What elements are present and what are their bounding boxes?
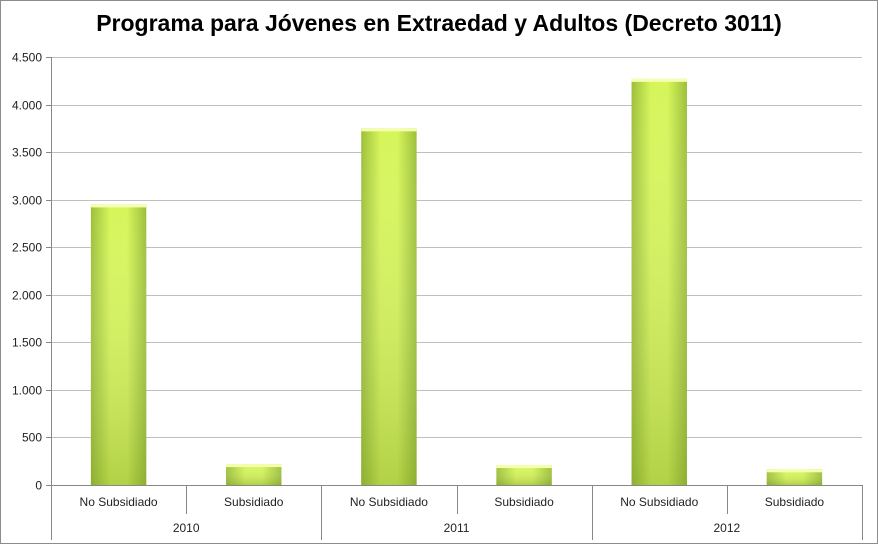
y-tick-label: 4.500 [12, 51, 42, 65]
group-label: 2010 [173, 521, 200, 535]
group-label: 2012 [713, 521, 740, 535]
category-label: No Subsidiado [350, 495, 428, 509]
bar-top-highlight [631, 78, 687, 82]
bar-shade [631, 78, 687, 486]
bar-top-highlight [766, 469, 823, 473]
bar-shade [226, 464, 282, 485]
category-label: Subsidiado [494, 495, 554, 509]
category-label: No Subsidiado [620, 495, 698, 509]
bar-shade [496, 465, 552, 485]
y-tick-label: 4.000 [12, 99, 42, 113]
y-tick-label: 500 [22, 431, 42, 445]
y-tick-label: 1.500 [12, 336, 42, 350]
category-label: Subsidiado [224, 495, 284, 509]
y-tick-label: 1.000 [12, 384, 42, 398]
category-label: Subsidiado [765, 495, 825, 509]
y-tick-label: 2.000 [12, 289, 42, 303]
bar-top-highlight [496, 465, 552, 469]
y-tick-label: 2.500 [12, 241, 42, 255]
bar-top-highlight [226, 464, 282, 468]
y-tick-label: 3.000 [12, 194, 42, 208]
chart-title: Programa para Jóvenes en Extraedad y Adu… [96, 10, 782, 36]
group-label: 2011 [444, 521, 470, 535]
bar-top-highlight [90, 204, 147, 208]
bar-shade [766, 469, 823, 485]
y-tick-label: 3.500 [12, 146, 42, 160]
category-label: No Subsidiado [80, 495, 158, 509]
bar-shade [90, 204, 147, 485]
bar-shade [361, 128, 417, 486]
bar-top-highlight [361, 128, 417, 132]
y-tick-label: 0 [35, 479, 42, 493]
